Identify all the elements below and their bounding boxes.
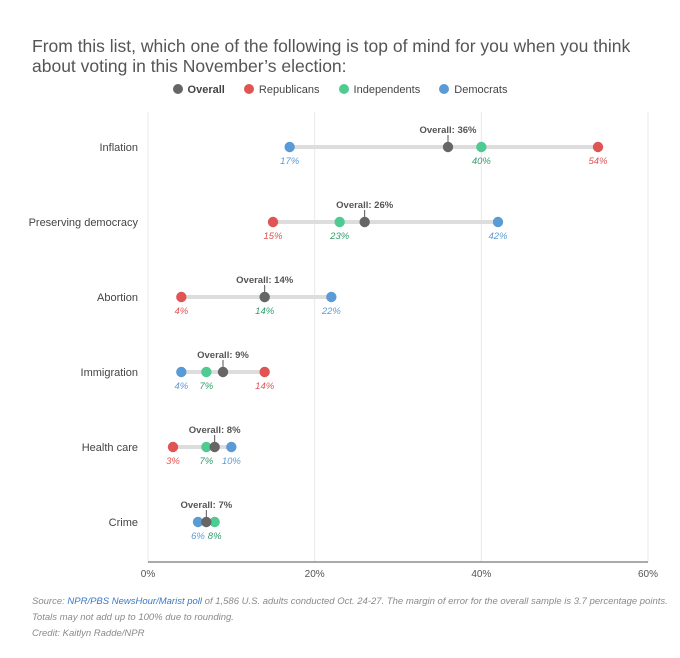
value-label-independents: 7% bbox=[199, 381, 213, 392]
value-label-democrats: 10% bbox=[222, 456, 242, 467]
dot-democrats bbox=[492, 216, 504, 228]
dot-republicans bbox=[267, 216, 279, 228]
value-label-independents: 8% bbox=[208, 531, 222, 542]
value-label-democrats: 22% bbox=[321, 306, 342, 317]
source-details: of 1,586 U.S. adults conducted Oct. 24-2… bbox=[202, 596, 668, 607]
legend-label-overall: Overall bbox=[187, 84, 225, 96]
value-label-independents: 14% bbox=[255, 306, 275, 317]
dot-republicans bbox=[592, 141, 604, 153]
legend-swatch-overall bbox=[172, 84, 183, 94]
overall-callout-label: Overall: 36% bbox=[419, 125, 477, 136]
legend-swatch-independents bbox=[338, 84, 349, 94]
x-tick-label: 20% bbox=[305, 569, 325, 580]
legend-label-independents: Independents bbox=[353, 84, 421, 96]
value-label-republicans: 15% bbox=[263, 231, 283, 242]
rounding-note: Totals may not add up to 100% due to rou… bbox=[32, 612, 234, 623]
dot-overall bbox=[442, 141, 454, 153]
credit: Credit: Kaitlyn Radde/NPR bbox=[32, 628, 145, 639]
dot-democrats bbox=[284, 141, 295, 153]
x-tick-label: 0% bbox=[141, 569, 156, 580]
category-label: Inflation bbox=[99, 142, 138, 154]
category-label: Crime bbox=[109, 517, 138, 529]
legend-swatch-republicans bbox=[243, 84, 254, 94]
legend-item-overall: Overall bbox=[172, 84, 225, 96]
dot-range-chart: 0% 20% 40% 60% Inflation Overall: 36% 54% 17% 40… bbox=[29, 112, 658, 580]
value-label-republicans: 14% bbox=[255, 381, 275, 392]
dot-overall bbox=[209, 441, 220, 453]
value-label-democrats: 4% bbox=[174, 381, 188, 392]
value-label-independents: 40% bbox=[472, 156, 492, 167]
legend-item-republicans: Republicans bbox=[243, 84, 320, 96]
x-tick-label: 60% bbox=[638, 569, 658, 580]
dot-democrats bbox=[176, 366, 187, 378]
value-label-independents: 7% bbox=[199, 456, 213, 467]
category-label: Immigration bbox=[81, 367, 138, 379]
dot-democrats bbox=[226, 441, 237, 453]
value-label-democrats: 6% bbox=[191, 531, 205, 542]
dot-democrats bbox=[192, 516, 204, 528]
dot-independents bbox=[209, 516, 220, 528]
value-label-republicans: 4% bbox=[174, 306, 188, 317]
overall-callout-label: Overall: 26% bbox=[336, 200, 394, 211]
category-label: Preserving democracy bbox=[29, 217, 139, 229]
source-link[interactable]: NPR/PBS NewsHour/Marist poll bbox=[67, 596, 203, 607]
value-label-republicans: 54% bbox=[588, 156, 608, 167]
legend: Overall Republicans Independents Democra… bbox=[0, 84, 680, 96]
chart-title: From this list, which one of the followi… bbox=[32, 36, 631, 76]
dot-republicans bbox=[176, 291, 187, 303]
value-label-republicans: 3% bbox=[166, 456, 180, 467]
legend-item-democrats: Democrats bbox=[439, 84, 507, 96]
dot-independents bbox=[201, 366, 212, 378]
overall-callout-label: Overall: 8% bbox=[189, 425, 241, 436]
value-label-democrats: 42% bbox=[488, 231, 508, 242]
source-note: Source: NPR/PBS NewsHour/Marist poll of … bbox=[32, 594, 672, 610]
legend-label-republicans: Republicans bbox=[258, 84, 320, 96]
dot-independents bbox=[334, 216, 345, 228]
legend-item-independents: Independents bbox=[338, 84, 421, 96]
dot-republicans bbox=[167, 441, 179, 453]
dot-overall bbox=[201, 516, 212, 528]
dot-republicans bbox=[259, 366, 270, 378]
overall-callout-label: Overall: 9% bbox=[197, 350, 249, 361]
dot-democrats bbox=[326, 291, 337, 303]
chart-footer: Source: NPR/PBS NewsHour/Marist poll of … bbox=[32, 594, 672, 642]
dot-independents bbox=[201, 441, 212, 453]
legend-swatch-democrats bbox=[439, 84, 450, 94]
legend-label-democrats: Democrats bbox=[454, 84, 508, 96]
dot-overall bbox=[359, 216, 370, 228]
overall-callout-label: Overall: 7% bbox=[180, 500, 232, 511]
source-prefix: Source: bbox=[32, 596, 68, 607]
x-tick-label: 40% bbox=[471, 569, 491, 580]
category-label: Abortion bbox=[97, 292, 138, 304]
dot-overall bbox=[217, 366, 229, 378]
value-label-democrats: 17% bbox=[280, 156, 300, 167]
category-label: Health care bbox=[82, 442, 138, 454]
value-label-independents: 23% bbox=[329, 231, 350, 242]
dot-independents bbox=[476, 141, 487, 153]
dot-overall bbox=[259, 291, 270, 303]
overall-callout-label: Overall: 14% bbox=[236, 275, 294, 286]
